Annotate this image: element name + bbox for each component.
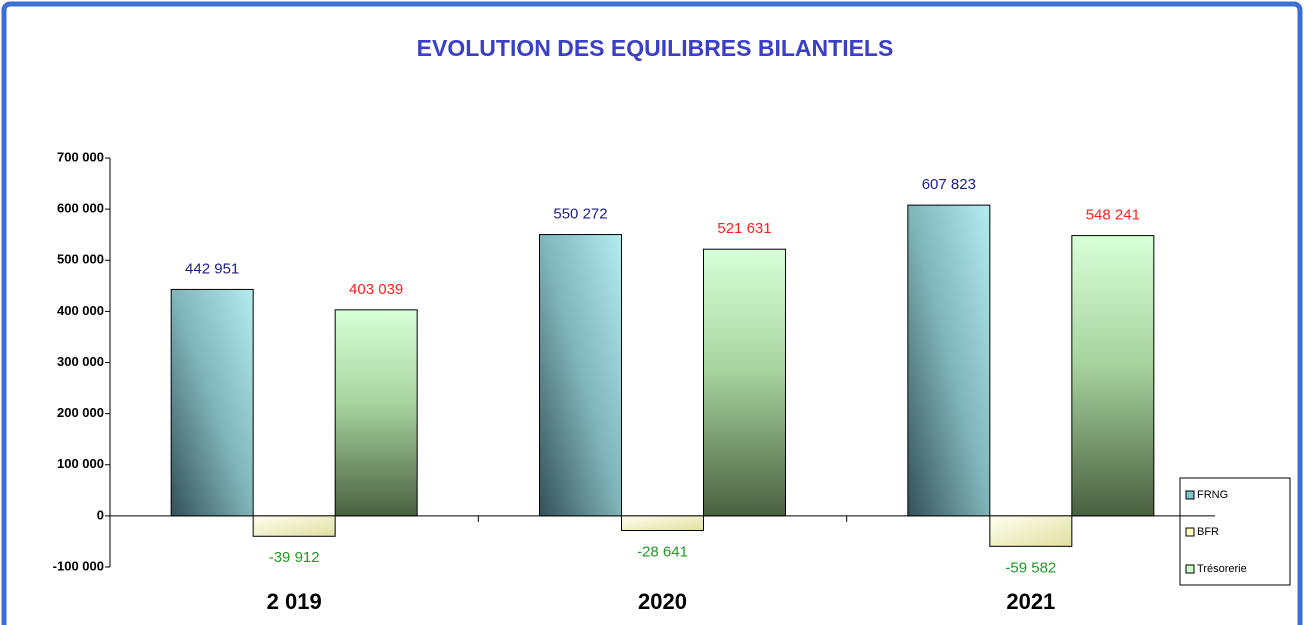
legend	[1179, 477, 1291, 586]
value-label: 442 951	[185, 260, 239, 277]
value-label: -28 641	[637, 543, 688, 560]
y-tick-label: 0	[97, 507, 104, 522]
y-tick-label: 200 000	[57, 405, 104, 420]
value-label: -39 912	[269, 549, 320, 566]
value-label: 550 272	[553, 206, 607, 223]
legend-swatch	[1185, 564, 1195, 574]
legend-swatch	[1185, 490, 1195, 500]
bar	[252, 515, 336, 537]
y-tick-label: -100 000	[53, 558, 104, 573]
value-label: 548 241	[1086, 207, 1140, 224]
y-tick-label: 100 000	[57, 456, 104, 471]
bar	[989, 515, 1073, 547]
bar	[1071, 235, 1155, 517]
y-tick-label: 600 000	[57, 201, 104, 216]
chart-title: EVOLUTION DES EQUILIBRES BILANTIELS	[417, 35, 894, 61]
x-tick-label: 2020	[638, 589, 687, 614]
legend-label: BFR	[1197, 526, 1219, 538]
value-label: -59 582	[1005, 559, 1056, 576]
bar	[170, 288, 254, 517]
x-tick-label: 2021	[1006, 589, 1055, 614]
legend-label: Trésorerie	[1197, 563, 1247, 575]
x-tick-label: 2 019	[267, 589, 322, 614]
value-label: 607 823	[922, 176, 976, 193]
bar	[621, 515, 704, 532]
value-label: 403 039	[349, 281, 403, 298]
y-tick-label: 300 000	[57, 354, 104, 369]
value-label: 521 631	[717, 220, 771, 237]
legend-swatch	[1185, 527, 1195, 537]
bar	[907, 204, 991, 517]
y-tick-label: 400 000	[57, 303, 104, 318]
y-tick-label: 700 000	[57, 149, 104, 164]
legend-label: FRNG	[1197, 489, 1228, 501]
bar	[539, 234, 622, 517]
y-tick-label: 500 000	[57, 252, 104, 267]
bar	[334, 309, 418, 517]
bar	[703, 248, 786, 517]
